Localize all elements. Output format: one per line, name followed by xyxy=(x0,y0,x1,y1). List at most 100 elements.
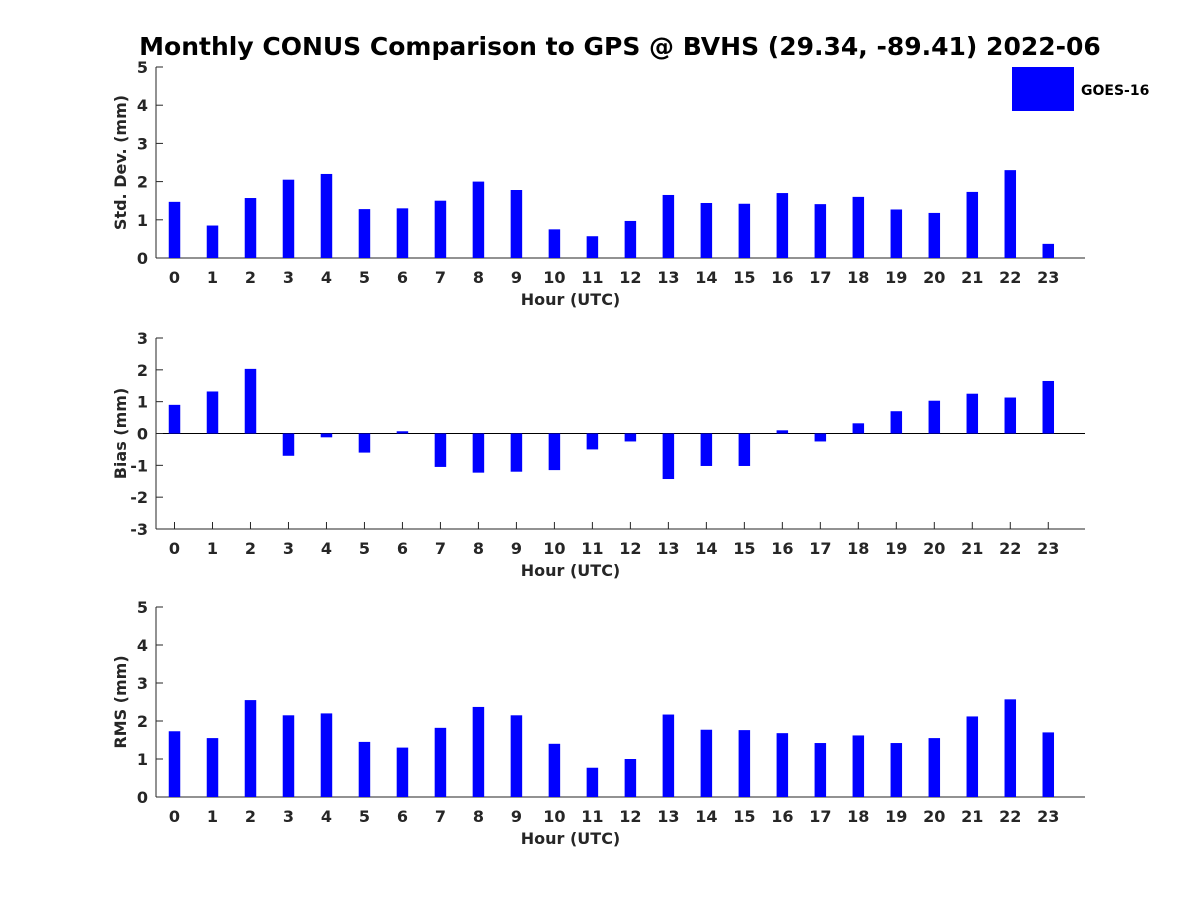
stddev-bar xyxy=(206,225,219,258)
bias-bar xyxy=(1042,380,1055,434)
bias-bar xyxy=(510,433,523,472)
bias-ytick-label: -2 xyxy=(130,488,148,507)
stddev-bar xyxy=(928,212,941,258)
stddev-xtick-label: 12 xyxy=(619,268,641,287)
rms-xtick-label: 1 xyxy=(207,807,218,826)
stddev-ytick-label: 4 xyxy=(137,96,148,115)
bias-xtick-label: 19 xyxy=(885,539,907,558)
bias-xtick-label: 5 xyxy=(359,539,370,558)
stddev-xtick-label: 19 xyxy=(885,268,907,287)
stddev-xtick-label: 3 xyxy=(283,268,294,287)
stddev-xtick-label: 9 xyxy=(511,268,522,287)
rms-xtick-label: 5 xyxy=(359,807,370,826)
rms-xtick-label: 13 xyxy=(657,807,679,826)
stddev-bar xyxy=(662,194,675,258)
bias-bar xyxy=(662,433,675,480)
stddev-ytick-label: 1 xyxy=(137,211,148,230)
stddev-ytick-label: 2 xyxy=(137,173,148,192)
bias-bar xyxy=(282,433,295,456)
stddev-bar xyxy=(1042,243,1055,258)
rms-bar xyxy=(586,767,599,797)
rms-bar xyxy=(776,733,789,797)
stddev-bar xyxy=(586,236,599,258)
rms-bar xyxy=(434,727,447,797)
bias-bar xyxy=(586,433,599,450)
rms-xtick-label: 14 xyxy=(695,807,717,826)
stddev-xtick-label: 7 xyxy=(435,268,446,287)
bias-xtick-label: 4 xyxy=(321,539,332,558)
stddev-xtick-label: 4 xyxy=(321,268,332,287)
bias-xlabel: Hour (UTC) xyxy=(521,561,621,580)
rms-bar xyxy=(852,735,865,797)
stddev-ytick-label: 5 xyxy=(137,58,148,77)
bias-xtick-label: 10 xyxy=(543,539,565,558)
bias-xtick-label: 17 xyxy=(809,539,831,558)
legend-label: GOES-16 xyxy=(1081,83,1149,99)
bias-xtick-label: 22 xyxy=(999,539,1021,558)
stddev-bar xyxy=(624,220,637,258)
bias-bar xyxy=(890,411,903,434)
rms-bar xyxy=(966,716,979,797)
rms-xtick-label: 18 xyxy=(847,807,869,826)
bias-bar xyxy=(472,433,485,473)
rms-xlabel: Hour (UTC) xyxy=(521,829,621,848)
rms-xtick-label: 0 xyxy=(169,807,180,826)
rms-xtick-label: 20 xyxy=(923,807,945,826)
bias-ytick-label: -3 xyxy=(130,520,148,539)
rms-xtick-label: 11 xyxy=(581,807,603,826)
bias-bar xyxy=(548,433,561,471)
bias-bar xyxy=(852,423,865,434)
stddev-xtick-label: 18 xyxy=(847,268,869,287)
bias-xtick-label: 2 xyxy=(245,539,256,558)
rms-bar xyxy=(206,738,219,797)
stddev-ylabel: Std. Dev. (mm) xyxy=(111,95,130,230)
stddev-xtick-label: 1 xyxy=(207,268,218,287)
rms-bar xyxy=(510,715,523,797)
stddev-bar xyxy=(700,202,713,258)
bias-xtick-label: 6 xyxy=(397,539,408,558)
bias-bar xyxy=(168,404,181,434)
stddev-bar xyxy=(472,181,485,258)
stddev-xtick-label: 16 xyxy=(771,268,793,287)
rms-xtick-label: 9 xyxy=(511,807,522,826)
rms-ytick-label: 4 xyxy=(137,636,148,655)
rms-bar xyxy=(244,700,257,797)
stddev-bar xyxy=(320,173,333,258)
rms-xtick-label: 10 xyxy=(543,807,565,826)
rms-xtick-label: 4 xyxy=(321,807,332,826)
stddev-bar xyxy=(358,209,371,258)
rms-ytick-label: 1 xyxy=(137,750,148,769)
bias-bar xyxy=(358,433,371,453)
rms-bar xyxy=(890,743,903,797)
stddev-bar xyxy=(852,196,865,258)
rms-xtick-label: 15 xyxy=(733,807,755,826)
bias-ylabel: Bias (mm) xyxy=(111,388,130,480)
bias-bar xyxy=(1004,397,1017,434)
rms-xtick-label: 12 xyxy=(619,807,641,826)
stddev-bar xyxy=(814,204,827,258)
rms-xtick-label: 22 xyxy=(999,807,1021,826)
stddev-xtick-label: 0 xyxy=(169,268,180,287)
stddev-bar xyxy=(396,208,409,258)
bias-bar xyxy=(206,391,219,434)
bias-bar xyxy=(928,400,941,434)
stddev-bar xyxy=(282,179,295,258)
stddev-ytick-label: 3 xyxy=(137,134,148,153)
rms-ytick-label: 3 xyxy=(137,674,148,693)
stddev-bar xyxy=(776,193,789,258)
rms-ylabel: RMS (mm) xyxy=(111,655,130,748)
bias-xtick-label: 18 xyxy=(847,539,869,558)
rms-xtick-label: 2 xyxy=(245,807,256,826)
bias-bar xyxy=(776,430,789,434)
rms-ytick-label: 0 xyxy=(137,788,148,807)
rms-xtick-label: 8 xyxy=(473,807,484,826)
bias-xtick-label: 1 xyxy=(207,539,218,558)
legend: GOES-16 xyxy=(1012,67,1149,111)
bias-xtick-label: 15 xyxy=(733,539,755,558)
stddev-xtick-label: 22 xyxy=(999,268,1021,287)
stddev-xtick-label: 8 xyxy=(473,268,484,287)
